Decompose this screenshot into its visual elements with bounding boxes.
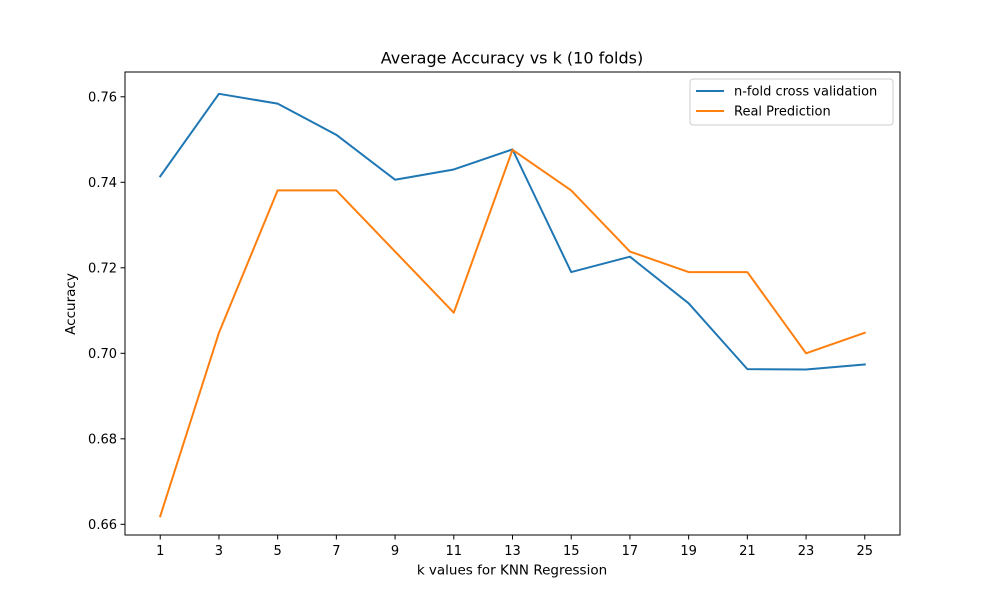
x-tick-label: 25 [856, 544, 873, 559]
axis-ticks: 1 3 5 7 9 11 13 15 17 19 21 23 250.660.680.700.720.7… [88, 90, 873, 559]
legend-box [689, 78, 894, 126]
legend-label-1: n-fold cross validation [734, 85, 877, 100]
y-tick-label: 0.68 [88, 432, 117, 447]
x-tick-label: 11 [446, 544, 463, 559]
series-line-2 [158, 148, 867, 518]
series-lines [158, 92, 867, 518]
x-tick-label: 23 [798, 544, 815, 559]
x-tick-label: 19 [680, 544, 697, 559]
y-tick-label: 0.66 [88, 518, 117, 533]
y-axis-label: Accuracy [63, 273, 79, 335]
y-tick-label: 0.72 [88, 261, 117, 276]
y-tick-label: 0.74 [88, 176, 117, 191]
y-tick-label: 0.76 [88, 90, 117, 105]
x-tick-label: 3 [215, 544, 223, 559]
x-axis-label: k values for KNN Regression [417, 563, 607, 579]
x-tick-label: 17 [622, 544, 639, 559]
x-tick-label: 7 [332, 544, 340, 559]
x-tick-label: 1 [156, 544, 164, 559]
x-tick-label: 9 [391, 544, 399, 559]
y-tick-label: 0.70 [88, 347, 117, 362]
legend: n-fold cross validation Real Prediction [689, 78, 894, 126]
x-tick-label: 21 [739, 544, 756, 559]
plot-frame [124, 71, 901, 536]
legend-label-2: Real Prediction [734, 105, 831, 120]
x-tick-label: 13 [504, 544, 521, 559]
x-tick-label: 5 [274, 544, 282, 559]
chart-title: Average Accuracy vs k (10 folds) [381, 49, 643, 68]
x-tick-label: 15 [563, 544, 580, 559]
